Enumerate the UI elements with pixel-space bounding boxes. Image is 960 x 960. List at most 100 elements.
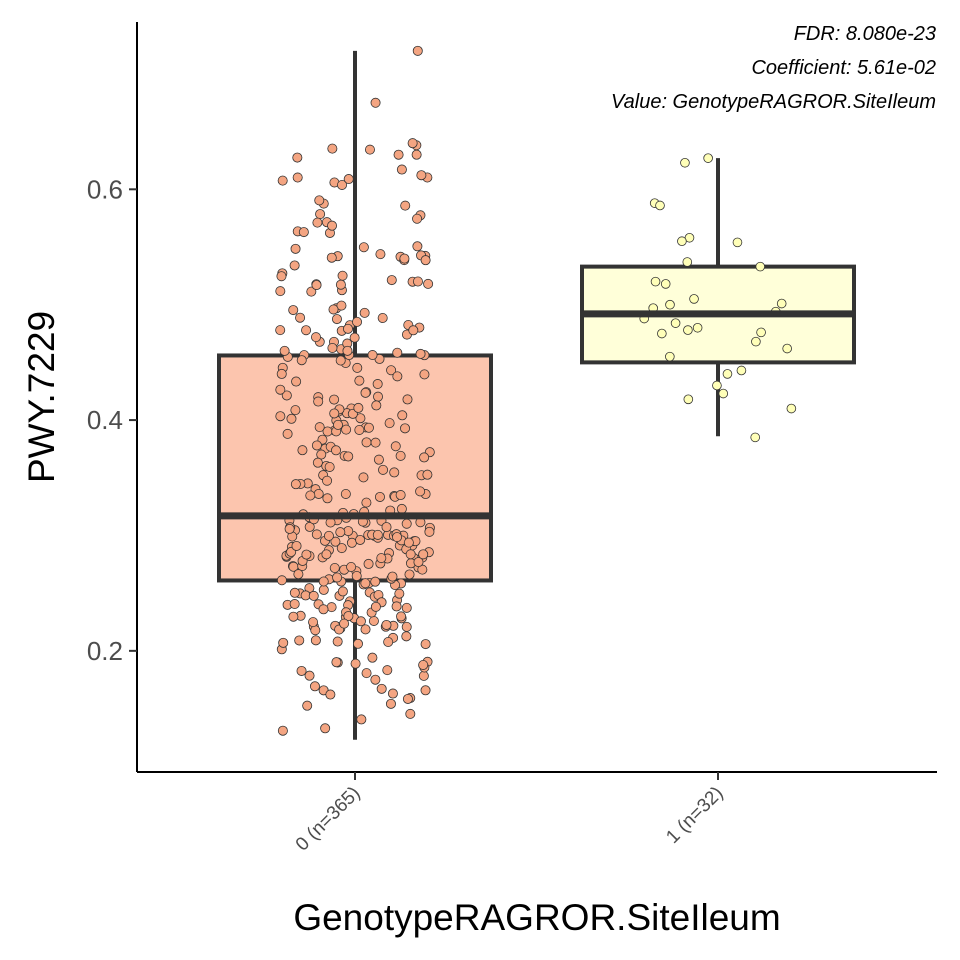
data-point: [712, 380, 722, 391]
annotation-value: Value: GenotypeRAGROR.SiteIleum: [611, 91, 936, 113]
data-point: [370, 576, 381, 587]
data-point: [786, 403, 797, 414]
data-point: [359, 307, 370, 318]
data-point: [331, 657, 342, 668]
data-point: [395, 490, 406, 501]
data-point: [422, 469, 433, 480]
data-point: [275, 286, 286, 297]
data-point: [682, 257, 693, 267]
data-point: [370, 601, 381, 612]
data-point: [352, 316, 363, 327]
data-point: [282, 428, 293, 439]
data-point: [375, 249, 386, 260]
data-point: [419, 369, 430, 380]
data-point: [703, 153, 713, 163]
data-point: [311, 529, 322, 540]
data-point: [683, 394, 694, 405]
data-point: [420, 639, 431, 650]
data-point: [385, 698, 396, 709]
data-point: [415, 348, 426, 359]
data-point: [415, 486, 426, 497]
data-point: [289, 260, 300, 271]
data-point: [373, 391, 384, 402]
data-point: [782, 343, 792, 354]
data-point: [351, 570, 362, 581]
data-point: [289, 599, 300, 610]
data-point: [395, 450, 406, 461]
data-point: [291, 540, 302, 551]
data-point: [329, 563, 340, 574]
data-point: [360, 624, 371, 635]
data-point: [405, 549, 416, 560]
data-point: [279, 345, 290, 356]
data-point: [306, 286, 317, 297]
data-point: [370, 674, 381, 685]
data-point: [378, 464, 389, 475]
data-point: [372, 379, 383, 390]
data-point: [281, 390, 292, 401]
data-point: [722, 369, 733, 379]
data-point: [660, 279, 671, 289]
data-point: [301, 549, 312, 560]
data-point: [418, 659, 429, 670]
data-point: [341, 424, 352, 435]
data-point: [391, 601, 402, 612]
data-point: [397, 410, 408, 421]
data-point: [294, 635, 305, 646]
data-point: [296, 355, 307, 366]
data-point: [389, 467, 400, 478]
data-point: [322, 493, 333, 504]
data-point: [310, 635, 321, 646]
data-point: [404, 569, 415, 580]
y-axis-title: PWY.7229: [21, 311, 62, 483]
data-point: [367, 652, 378, 663]
axes: [136, 22, 937, 773]
data-point: [327, 220, 338, 231]
data-point: [335, 527, 346, 538]
data-point: [670, 318, 681, 328]
data-point: [284, 523, 295, 534]
data-point: [387, 571, 398, 582]
data-point: [336, 300, 347, 311]
data-point: [384, 418, 395, 429]
data-point: [680, 157, 690, 168]
data-point: [401, 518, 412, 529]
data-point: [356, 714, 367, 725]
data-point: [321, 549, 332, 560]
data-point: [313, 488, 324, 499]
data-point: [401, 602, 412, 613]
data-point: [286, 413, 297, 424]
data-point: [371, 400, 382, 411]
data-point: [401, 621, 412, 632]
data-point: [352, 638, 363, 649]
data-point: [370, 97, 381, 108]
data-point: [305, 490, 316, 501]
data-point: [291, 376, 302, 387]
data-point: [372, 529, 383, 540]
data-point: [343, 611, 354, 622]
data-point: [314, 195, 325, 206]
data-point: [352, 362, 363, 373]
x-axis-title: GenotypeRAGROR.SiteIleum: [293, 897, 780, 938]
data-point: [407, 138, 418, 149]
data-point: [276, 575, 287, 586]
data-point: [346, 561, 357, 572]
data-point: [420, 685, 431, 696]
data-point: [278, 637, 289, 648]
data-point: [342, 323, 353, 334]
data-point: [412, 241, 423, 252]
data-point: [333, 419, 344, 430]
data-point: [400, 423, 411, 434]
data-point: [289, 587, 300, 598]
data-point: [381, 522, 392, 533]
y-tick-label: 0.6: [87, 174, 123, 204]
data-point: [665, 299, 675, 310]
data-point: [358, 472, 369, 483]
data-point: [412, 276, 423, 287]
data-point: [402, 394, 413, 405]
data-point: [405, 708, 416, 719]
data-point: [373, 454, 384, 465]
data-point: [327, 342, 338, 353]
data-point: [392, 347, 403, 358]
